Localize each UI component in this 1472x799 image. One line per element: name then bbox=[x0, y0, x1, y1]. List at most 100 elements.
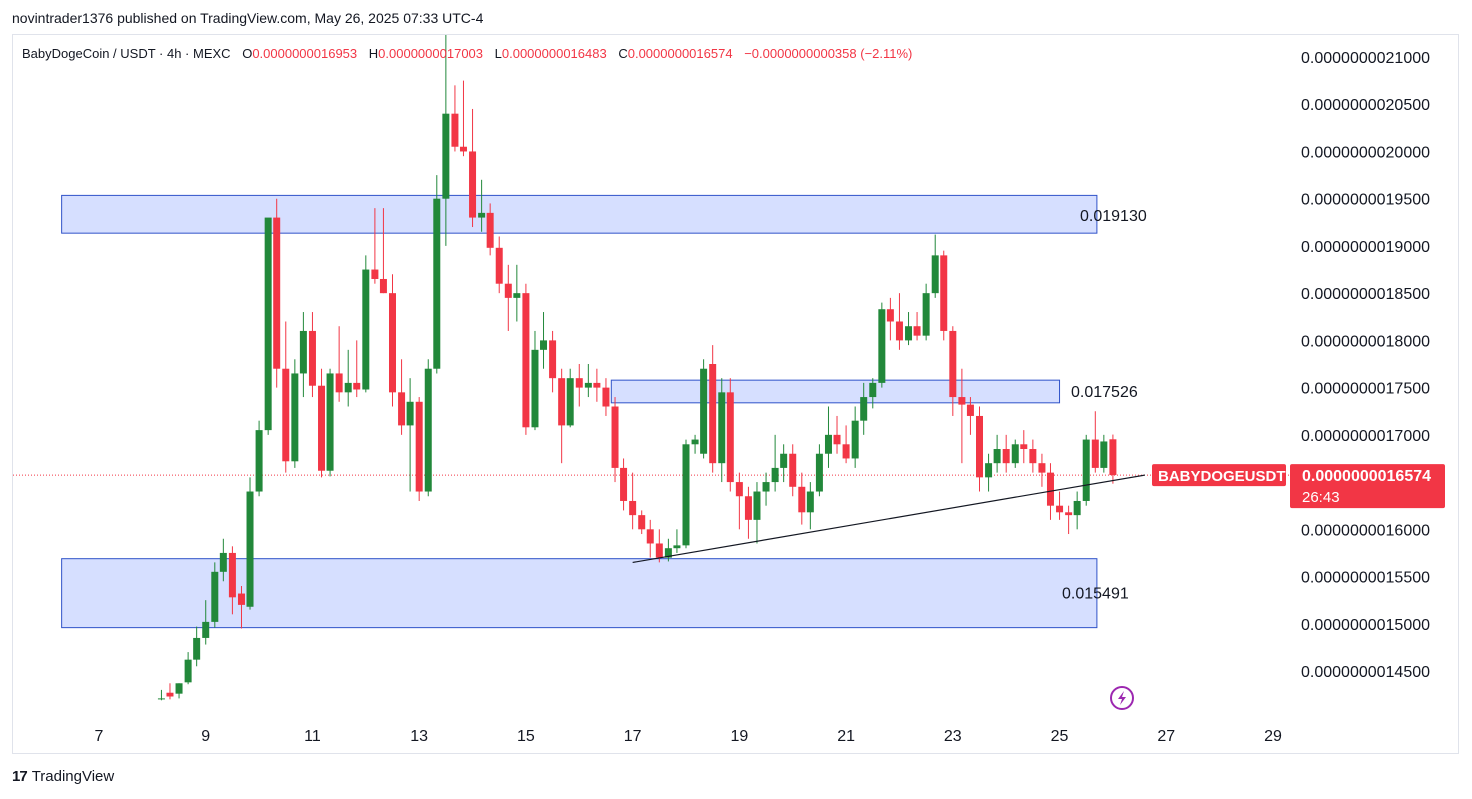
candle bbox=[335, 326, 343, 402]
symbol-label[interactable]: BabyDogeCoin / USDT · 4h · MEXC bbox=[22, 46, 231, 61]
candle-body bbox=[780, 453, 788, 468]
candle bbox=[282, 321, 290, 473]
candle bbox=[993, 434, 1001, 473]
candle bbox=[531, 330, 539, 431]
candle-body bbox=[504, 283, 512, 298]
candle-body bbox=[486, 212, 494, 248]
candle bbox=[193, 626, 201, 667]
lightning-icon-bolt bbox=[1118, 691, 1126, 705]
candle bbox=[789, 444, 797, 497]
low-key: L bbox=[494, 46, 502, 61]
time-tick-label: 25 bbox=[1051, 728, 1069, 745]
candle-body bbox=[958, 397, 966, 405]
close-key: C bbox=[618, 46, 628, 61]
candle bbox=[389, 274, 396, 407]
time-tick-label: 27 bbox=[1157, 728, 1175, 745]
candle bbox=[202, 600, 210, 645]
zone-label: 0.015491 bbox=[1062, 586, 1129, 603]
lightning-icon-ring bbox=[1110, 686, 1134, 710]
candle-body bbox=[1082, 439, 1090, 501]
candle bbox=[566, 368, 574, 428]
candle-body bbox=[273, 217, 281, 369]
candle bbox=[318, 368, 326, 478]
candle bbox=[886, 297, 894, 341]
candle-body bbox=[1011, 444, 1019, 464]
candle-body bbox=[326, 373, 334, 471]
candle bbox=[299, 312, 307, 398]
candle-body bbox=[806, 491, 814, 513]
candle-body bbox=[869, 382, 877, 398]
price-tag-countdown: 26:43 bbox=[1302, 489, 1340, 506]
candle-body bbox=[1038, 463, 1046, 473]
candle-body bbox=[985, 463, 993, 478]
candle-body bbox=[709, 364, 717, 464]
candle-body bbox=[824, 434, 832, 454]
candle bbox=[753, 482, 761, 544]
candle bbox=[798, 472, 806, 525]
candle bbox=[611, 397, 619, 483]
candle-body bbox=[459, 146, 467, 152]
candle-body bbox=[940, 255, 948, 331]
candle bbox=[558, 368, 566, 464]
candle bbox=[735, 472, 743, 530]
candle-body bbox=[175, 683, 183, 694]
candle bbox=[415, 397, 423, 501]
candle-body bbox=[905, 326, 913, 341]
candle bbox=[966, 397, 974, 435]
candle bbox=[344, 349, 352, 407]
candle-body bbox=[433, 198, 441, 369]
candle-body bbox=[762, 482, 770, 492]
tradingview-logo[interactable]: 17 TradingView bbox=[12, 768, 114, 785]
candle bbox=[219, 538, 227, 582]
zone-box bbox=[610, 379, 1061, 404]
candle bbox=[291, 359, 299, 468]
candle-body bbox=[833, 434, 841, 445]
zone-label: 0.017526 bbox=[1071, 384, 1138, 401]
candle bbox=[895, 293, 903, 350]
candle bbox=[1109, 434, 1117, 484]
candle bbox=[922, 283, 930, 341]
time-tick-label: 9 bbox=[201, 728, 210, 745]
candle-body bbox=[1002, 449, 1010, 464]
candle-body bbox=[522, 293, 530, 428]
candle bbox=[273, 198, 281, 388]
candle-body bbox=[1091, 439, 1099, 468]
candle bbox=[1065, 505, 1073, 535]
candle-body bbox=[735, 482, 743, 497]
lightning-icon[interactable] bbox=[1110, 686, 1134, 710]
candle-body bbox=[264, 217, 272, 431]
candle bbox=[718, 378, 726, 483]
candle-body bbox=[700, 368, 708, 454]
price-tick-label: 0.0000000017000 bbox=[1301, 428, 1430, 445]
candle-body bbox=[299, 330, 307, 374]
symbol-tag-text: BABYDOGEUSDT bbox=[1158, 468, 1286, 485]
candle bbox=[1002, 434, 1010, 473]
candle-body bbox=[976, 415, 983, 478]
candle-body bbox=[558, 378, 566, 426]
candle-body bbox=[691, 439, 699, 445]
candle bbox=[1011, 439, 1019, 468]
candle-body bbox=[335, 373, 343, 393]
price-tick-label: 0.0000000021000 bbox=[1301, 50, 1430, 67]
ohlc-legend: BabyDogeCoin / USDT · 4h · MEXC O0.00000… bbox=[22, 46, 912, 61]
candle bbox=[584, 364, 592, 398]
candle bbox=[771, 434, 779, 492]
candle-body bbox=[344, 382, 352, 393]
candle bbox=[691, 434, 699, 454]
candle-body bbox=[389, 293, 396, 393]
candle bbox=[958, 368, 966, 464]
candle-body bbox=[842, 444, 850, 459]
zone-box bbox=[61, 194, 1098, 234]
candle bbox=[1082, 434, 1090, 506]
open-value: 0.0000000016953 bbox=[252, 46, 358, 61]
candle bbox=[362, 255, 370, 393]
close-value: 0.0000000016574 bbox=[627, 46, 733, 61]
candle bbox=[211, 562, 219, 628]
candle bbox=[353, 340, 361, 398]
candle-body bbox=[682, 444, 690, 546]
candle-body bbox=[726, 392, 734, 483]
candle-body bbox=[895, 321, 903, 341]
candle bbox=[549, 330, 557, 393]
candle-body bbox=[655, 543, 663, 558]
